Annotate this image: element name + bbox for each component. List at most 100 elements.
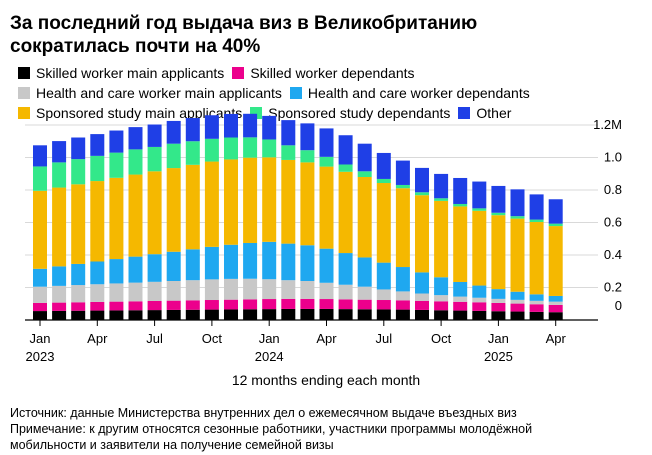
bar-segment — [147, 300, 162, 311]
bar-segment — [128, 282, 143, 302]
bar-segment — [472, 181, 487, 209]
bar-segment — [166, 168, 181, 252]
bar-segment — [453, 301, 468, 311]
bar-segment — [71, 263, 86, 286]
bar-segment — [147, 310, 162, 320]
x-tick-label: Oct — [431, 331, 452, 346]
bar-segment — [204, 309, 219, 320]
bar-segment — [491, 212, 506, 216]
bar-segment — [224, 299, 238, 310]
bar-segment — [185, 300, 200, 310]
legend-swatch — [458, 107, 471, 119]
x-tick-year-label: 2024 — [255, 349, 284, 364]
bar-segment — [185, 118, 200, 142]
bar-segment — [147, 124, 162, 147]
bar-segment — [300, 123, 315, 151]
legend-swatch — [232, 67, 245, 79]
bar-segment — [71, 285, 86, 303]
bar-segment — [510, 291, 525, 300]
legend-label: Skilled worker main applicants — [36, 65, 225, 81]
bar-segment — [415, 192, 429, 196]
bar-segment — [434, 173, 449, 199]
legend-label: Sponsored study dependants — [268, 105, 451, 121]
bar-segment — [548, 199, 563, 224]
bar-segment — [166, 309, 181, 320]
x-axis-caption: 12 months ending each month — [231, 372, 421, 388]
bar-segment — [319, 166, 334, 249]
bar-segment — [262, 115, 277, 140]
bar-segment — [357, 171, 372, 177]
bar-segment — [548, 226, 563, 296]
bar-segment — [395, 160, 410, 185]
bar-segment — [300, 298, 315, 309]
bar-segment — [453, 203, 468, 207]
bar-segment — [243, 309, 258, 320]
legend-item: Health and care worker main applicants — [18, 85, 282, 101]
x-tick-label: Jan — [259, 331, 280, 346]
bar-segment — [319, 248, 334, 283]
legend-row: Health and care worker main applicants He… — [18, 83, 638, 103]
bar-segment — [529, 194, 544, 220]
bar-segment — [453, 281, 468, 297]
bar-segment — [395, 309, 410, 320]
bar-segment — [166, 120, 181, 144]
source-line: Источник: данные Министерства внутренних… — [10, 406, 517, 420]
legend-item: Skilled worker dependants — [232, 65, 415, 81]
bar-segment — [33, 190, 47, 269]
bar-segment — [300, 245, 315, 281]
bar-segment — [491, 215, 506, 290]
bar-segment — [166, 143, 181, 169]
bar-segment — [109, 130, 124, 153]
bar-segment — [453, 177, 468, 204]
bar-segment — [281, 280, 296, 299]
bar-segment — [52, 302, 67, 311]
bar-segment — [434, 295, 449, 302]
bar-segment — [491, 311, 506, 320]
bar-segment — [147, 146, 162, 172]
bar-segment — [224, 113, 238, 138]
bar-segment — [453, 310, 468, 320]
bar-segment — [319, 128, 334, 157]
bar-segment — [529, 294, 544, 301]
bar-segment — [52, 162, 67, 188]
bar-segment — [243, 157, 258, 243]
bar-segment — [415, 300, 429, 310]
legend-item: Sponsored study main applicants — [18, 105, 242, 121]
bar-segment — [548, 304, 563, 313]
bar-segment — [491, 302, 506, 312]
bar-segment — [510, 218, 525, 292]
bar-segment — [300, 308, 315, 320]
bar-segment — [548, 223, 563, 227]
bar-segment — [453, 206, 468, 282]
bar-segment — [204, 300, 219, 310]
bar-segment — [243, 113, 258, 138]
bar-segment — [71, 184, 86, 264]
bar-segment — [109, 152, 124, 178]
bar-segment — [510, 189, 525, 217]
bar-segment — [109, 301, 124, 311]
bar-segment — [109, 259, 124, 284]
bar-segment — [319, 156, 334, 167]
bar-segment — [472, 302, 487, 311]
legend-label: Other — [476, 105, 512, 121]
chart-title-line-2: сократилась почти на 40% — [10, 36, 261, 57]
bar-segment — [166, 300, 181, 310]
x-tick-year-label: 2023 — [26, 349, 55, 364]
bar-segment — [510, 303, 525, 312]
bar-segment — [204, 115, 219, 139]
bar-segment — [52, 141, 67, 163]
legend-row: Sponsored study main applicants Sponsored… — [18, 103, 638, 123]
bar-segment — [224, 244, 238, 279]
bar-segment — [90, 310, 105, 320]
bar-segment — [204, 138, 219, 162]
bar-segment — [319, 282, 334, 300]
bar-segment — [529, 304, 544, 312]
bar-segment — [491, 289, 506, 299]
bar-segment — [281, 159, 296, 244]
bar-segment — [357, 299, 372, 310]
bar-segment — [71, 310, 86, 320]
bar-segment — [109, 310, 124, 320]
bar-segment — [204, 279, 219, 301]
bar-segment — [128, 149, 143, 175]
bar-segment — [52, 310, 67, 320]
